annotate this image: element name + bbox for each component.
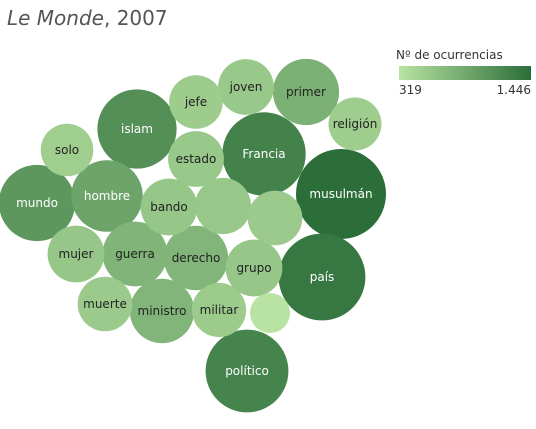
bubble-label-grupo: grupo <box>236 261 271 275</box>
bubble-label-religion: religión <box>333 117 378 131</box>
bubble-unlabeled-17[interactable] <box>247 190 303 246</box>
bubble-label-muerte: muerte <box>83 297 127 311</box>
legend-title: Nº de ocurrencias <box>396 48 503 62</box>
bubble-muerte[interactable] <box>77 276 133 332</box>
bubble-label-islam: islam <box>121 122 153 136</box>
bubble-label-guerra: guerra <box>115 247 155 261</box>
bubble-label-joven: joven <box>229 80 263 94</box>
bubble-solo[interactable] <box>40 123 94 177</box>
bubble-label-solo: solo <box>55 143 79 157</box>
bubble-label-mundo: mundo <box>16 196 58 210</box>
bubble-label-bando: bando <box>150 200 188 214</box>
bubble-mujer[interactable] <box>47 225 105 283</box>
bubble-jefe[interactable] <box>169 75 223 129</box>
bubble-pais[interactable] <box>278 233 366 321</box>
bubble-label-ministro: ministro <box>138 304 187 318</box>
bubble-unlabeled-14[interactable] <box>194 177 252 235</box>
bubble-label-primer: primer <box>286 85 326 99</box>
chart-title: Le Monde, 2007 <box>7 6 168 30</box>
chart-title-year: , 2007 <box>103 6 168 30</box>
bubble-label-mujer: mujer <box>59 247 94 261</box>
legend-min-label: 319 <box>399 83 422 97</box>
bubble-label-hombre: hombre <box>84 189 130 203</box>
bubble-label-politico: político <box>225 364 269 378</box>
bubble-primer[interactable] <box>272 58 340 126</box>
bubble-label-musulman: musulmán <box>309 187 372 201</box>
bubble-label-estado: estado <box>176 152 217 166</box>
bubble-hombre[interactable] <box>71 160 143 232</box>
bubble-bando[interactable] <box>140 178 198 236</box>
bubble-musulman[interactable] <box>296 149 386 239</box>
bubble-francia[interactable] <box>222 112 306 196</box>
bubble-guerra[interactable] <box>102 221 168 287</box>
chart-title-italic: Le Monde <box>7 6 104 30</box>
bubble-label-militar: militar <box>200 303 239 317</box>
bubble-joven[interactable] <box>218 59 274 115</box>
legend-gradient-bar <box>399 66 531 80</box>
bubble-label-derecho: derecho <box>172 251 221 265</box>
bubble-derecho[interactable] <box>163 225 229 291</box>
bubble-ministro[interactable] <box>129 278 195 344</box>
bubble-islam[interactable] <box>97 89 177 169</box>
bubble-grupo[interactable] <box>225 239 283 297</box>
bubble-mundo[interactable] <box>0 164 76 242</box>
bubble-label-jefe: jefe <box>184 95 207 109</box>
legend-max-label: 1.446 <box>496 83 531 97</box>
bubble-group: musulmán país Francia político islam mundo hom… <box>0 58 386 413</box>
bubble-religion[interactable] <box>328 97 382 151</box>
bubble-estado[interactable] <box>168 131 224 187</box>
bubble-unlabeled-23[interactable] <box>250 293 290 333</box>
bubble-politico[interactable] <box>205 329 289 413</box>
bubble-label-francia: Francia <box>242 147 285 161</box>
bubble-label-pais: país <box>310 270 335 284</box>
bubble-militar[interactable] <box>191 282 247 338</box>
